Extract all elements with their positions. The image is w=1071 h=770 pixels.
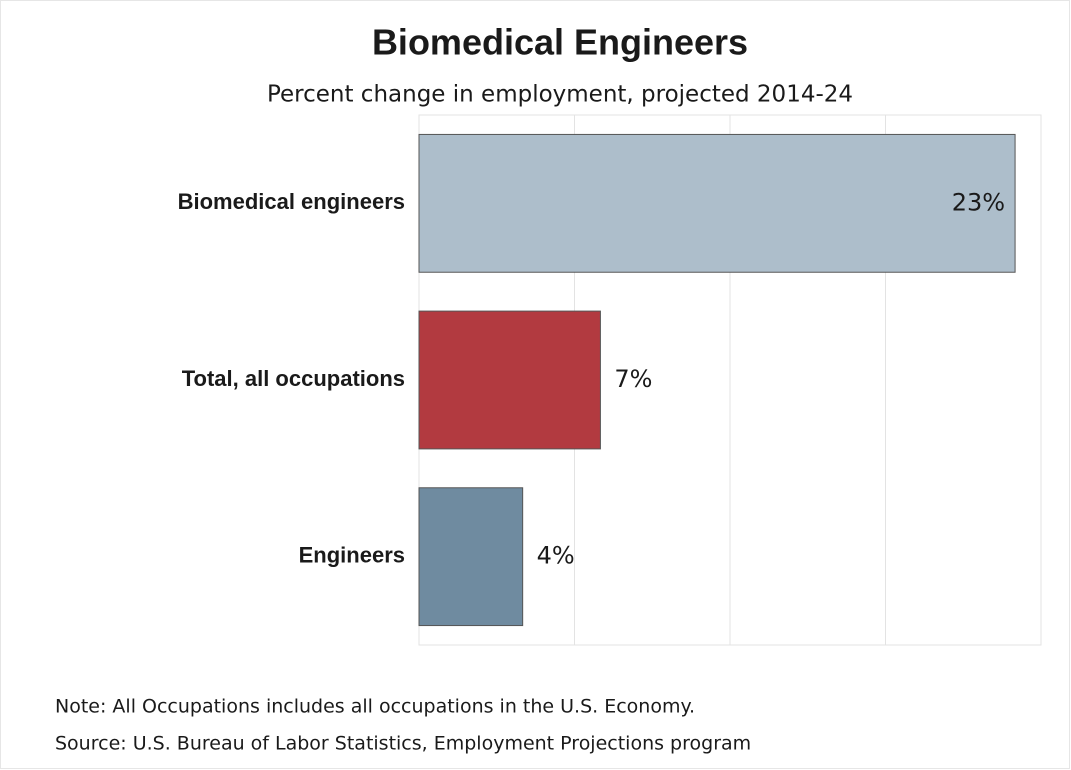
chart-title: Biomedical Engineers: [372, 22, 748, 63]
bar: [418, 133, 1016, 273]
value-label: 23%: [952, 188, 1005, 216]
note: Note: All Occupations includes all occup…: [55, 696, 695, 718]
value-label: 4%: [537, 542, 575, 570]
value-label: 7%: [614, 365, 652, 393]
bar: [418, 487, 524, 627]
y-tick-label: Total, all occupations: [182, 366, 405, 391]
y-tick-label: Biomedical engineers: [178, 189, 405, 214]
chart-subtitle: Percent change in employment, projected …: [267, 82, 853, 108]
note: Source: U.S. Bureau of Labor Statistics,…: [55, 733, 751, 755]
y-tick-label: Engineers: [299, 542, 405, 567]
bar: [418, 310, 601, 450]
